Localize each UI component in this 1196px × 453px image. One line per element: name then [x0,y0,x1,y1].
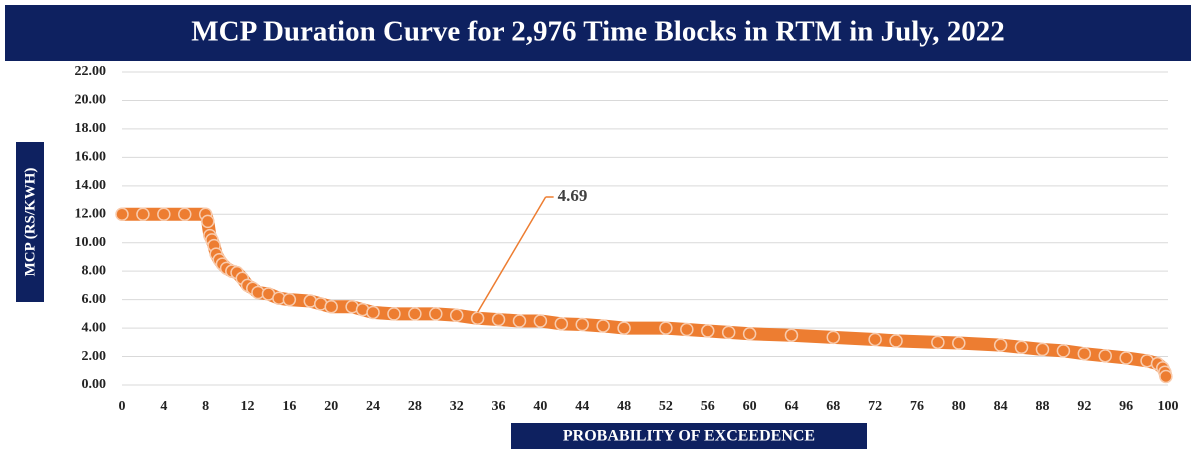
x-tick-label: 32 [450,399,464,414]
point [952,336,966,350]
y-tick-label: 20.00 [75,93,107,108]
point [408,307,422,321]
x-tick-label: 12 [241,399,255,414]
y-tick-label: 8.00 [82,263,107,278]
point [324,300,338,314]
x-tick-label: 92 [1077,399,1091,414]
x-tick-label: 44 [575,399,589,414]
x-tick-label: 56 [701,399,715,414]
point [721,325,736,340]
point [742,327,757,341]
x-tick-label: 36 [492,399,506,414]
x-label-box [511,423,867,449]
x-tick-label: 52 [659,399,673,414]
x-axis-label: PROBABILITY OF EXCEEDENCE [563,428,815,445]
point [701,324,715,338]
y-tick-label: 14.00 [75,178,107,193]
x-tick-label: 88 [1035,399,1049,414]
point [470,311,485,326]
point [1077,346,1092,361]
point [533,314,548,328]
x-tick-label: 76 [910,399,924,414]
point [868,332,882,347]
x-tick-label: 60 [743,399,757,414]
point [617,321,631,335]
y-tick-label: 0.00 [82,377,107,392]
point [554,317,569,331]
point [889,334,903,348]
point [157,207,171,222]
x-tick-label: 40 [533,399,547,414]
point [1035,342,1050,357]
y-tick-label: 12.00 [75,206,107,221]
point [1014,340,1029,355]
annotation-leader [476,196,547,313]
point [366,305,380,320]
point [993,338,1008,352]
x-tick-label: 68 [826,399,840,414]
y-label-box [16,142,44,302]
point [596,319,610,333]
point [136,207,150,222]
annotation-label: 4.69 [558,186,588,205]
point [1159,369,1173,384]
x-tick-label: 64 [784,399,798,414]
title-bar [5,5,1191,61]
y-tick-label: 22.00 [75,64,107,79]
point [784,328,799,342]
x-tick-label: 96 [1119,399,1133,414]
x-tick-label: 72 [868,399,882,414]
x-tick-label: 16 [282,399,296,414]
x-tick-label: 20 [324,399,338,414]
point [115,207,129,222]
point [826,330,841,345]
point [575,317,589,332]
x-tick-label: 8 [202,399,209,414]
point [201,214,215,229]
x-tick-label: 24 [366,399,380,414]
chart-title: MCP Duration Curve for 2,976 Time Blocks… [191,16,1004,48]
x-tick-label: 100 [1158,399,1179,414]
x-tick-label: 84 [994,399,1008,414]
point [1119,351,1133,365]
y-tick-label: 6.00 [82,292,107,307]
y-tick-label: 2.00 [82,349,107,364]
point [931,335,945,350]
point [491,312,506,327]
x-tick-label: 48 [617,399,631,414]
y-tick-label: 18.00 [75,121,107,136]
point [282,292,297,307]
y-tick-label: 4.00 [82,320,107,335]
point [659,321,673,335]
x-tick-label: 4 [160,399,167,414]
x-tick-label: 0 [119,399,126,414]
point [1098,349,1112,363]
x-tick-label: 80 [952,399,966,414]
x-tick-label: 28 [408,399,422,414]
point [512,314,527,328]
point [1056,344,1071,358]
point [449,308,464,323]
y-tick-label: 16.00 [75,150,107,165]
y-tick-label: 10.00 [75,235,107,250]
point [387,307,401,321]
point [680,322,694,337]
point [429,307,443,321]
y-axis-label: MCP (RS/KWH) [22,168,38,277]
point [178,207,192,222]
